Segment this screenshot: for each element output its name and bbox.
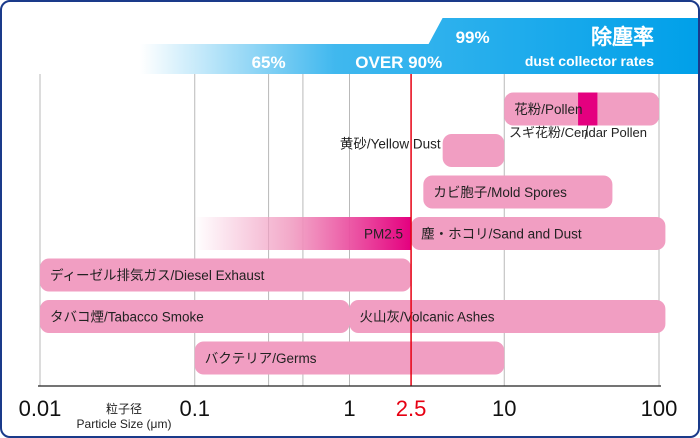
- range-bar-label: カビ胞子/Mold Spores: [433, 185, 567, 200]
- collector-rate-band: 除塵率 dust collector rates 65% OVER 90% 99%: [139, 18, 698, 74]
- range-bar-label: 黄砂/Yellow Dust: [340, 137, 441, 152]
- bar-label-callout: スギ花粉/Cendar Pollen: [509, 125, 647, 140]
- collector-rate-level: OVER 90%: [355, 53, 442, 72]
- callout-line: [584, 125, 589, 140]
- range-bar: [40, 300, 350, 333]
- x-tick-label: 1: [343, 396, 355, 421]
- range-bar-label: ディーゼル排気ガス/Diesel Exhaust: [50, 267, 265, 283]
- range-bar-label: PM2.5: [364, 227, 403, 242]
- x-tick-label: 100: [641, 396, 678, 421]
- x-axis: 粒子径 Particle Size (μm) 0.01 0.1 1 10 100 2.5: [19, 385, 678, 431]
- range-bar: [40, 258, 412, 292]
- x-tick-label: 10: [492, 396, 516, 421]
- highlight-tick-label: 2.5: [396, 396, 427, 421]
- range-bar: [349, 300, 666, 333]
- x-tick-label: 0.1: [179, 396, 210, 421]
- range-bars: 花粉/Pollen スギ花粉/Cendar Pollen 黄砂/Yellow Dus…: [40, 92, 666, 375]
- range-bar-highlight-segment: [578, 92, 598, 126]
- range-bar-label: 塵・ホコリ/Sand and Dust: [421, 227, 582, 242]
- collector-rate-title-en: dust collector rates: [525, 53, 654, 69]
- x-axis-label-en: Particle Size (μm): [77, 417, 172, 431]
- range-bar: [194, 341, 505, 375]
- range-bar-label: バクテリア/Germs: [205, 351, 317, 366]
- range-bar: [194, 217, 412, 250]
- range-bar-label: 火山灰/Volcanic Ashes: [360, 310, 495, 325]
- collector-rate-band-shape: [139, 18, 698, 74]
- x-axis-label-ja: 粒子径: [106, 401, 142, 416]
- range-bar: [423, 175, 613, 209]
- collector-rate-level: 99%: [456, 28, 490, 47]
- range-bar: [442, 134, 505, 167]
- x-tick-label: 0.01: [19, 396, 62, 421]
- collector-rate-title-ja: 除塵率: [591, 25, 654, 49]
- x-gridlines: [39, 74, 660, 386]
- range-bar-label: タバコ煙/Tabacco Smoke: [50, 310, 204, 325]
- collector-rate-level: 65%: [252, 53, 286, 72]
- range-bar: [411, 217, 666, 250]
- range-bar-label: 花粉/Pollen: [514, 102, 582, 117]
